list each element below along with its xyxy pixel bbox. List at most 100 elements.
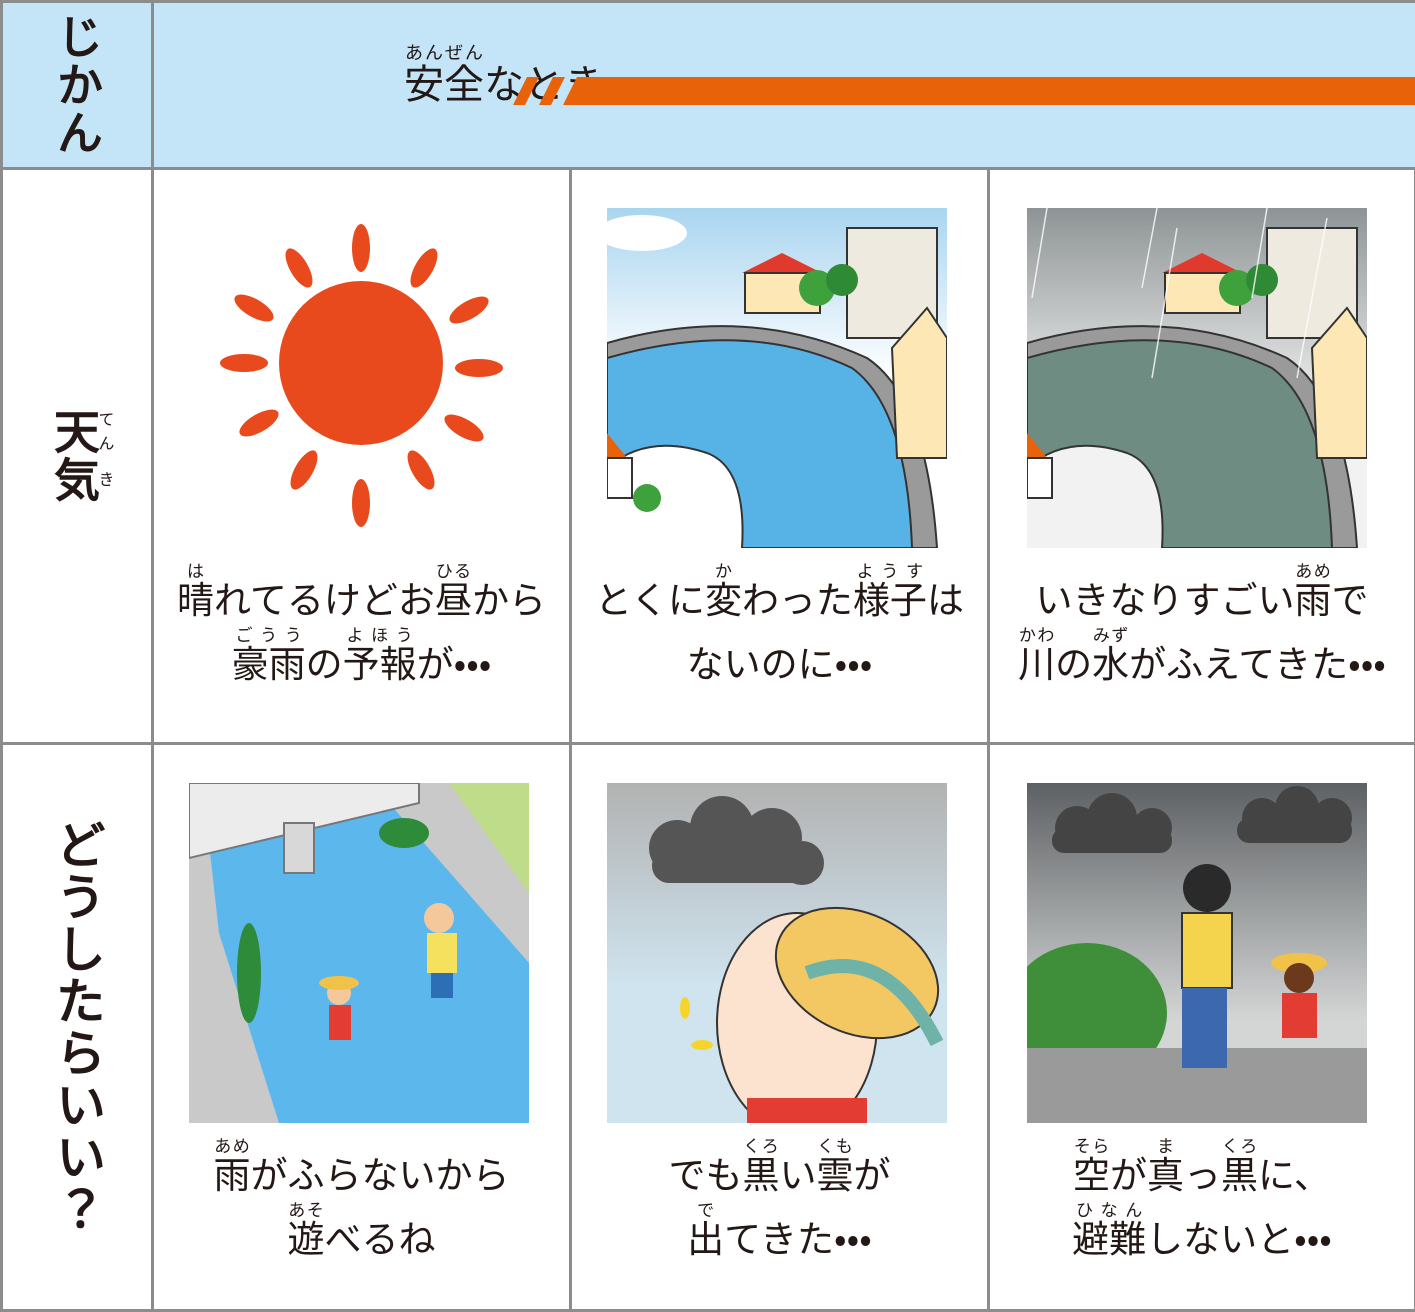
ruby-segment: 川かわ: [1018, 626, 1055, 683]
furigana: かわ: [1018, 626, 1056, 646]
ruby-segment: 変か: [705, 562, 742, 619]
segment-text: ないのに・・・: [686, 643, 873, 686]
content-cell: とくに 変か わった 様子ようすはないのに・・・: [569, 167, 990, 745]
furigana: ようす: [852, 562, 927, 582]
segment-text: しないと・・・: [1146, 1218, 1332, 1261]
caption-line: ないのに・・・: [572, 619, 987, 683]
furigana: き: [95, 456, 115, 504]
cell-caption: いきなりすごい 雨あめで川かわの水みず がふえてきた・・・: [990, 555, 1414, 683]
ruby-segment: 避難ひなん: [1072, 1201, 1146, 1258]
segment-text: 昼: [434, 579, 472, 622]
weather-label-cell: 天てん気き: [0, 167, 154, 745]
segment-text: で: [1331, 579, 1369, 622]
segment-text: の: [1055, 643, 1093, 686]
ruby-segment: 天てん: [47, 408, 115, 456]
caption-line: 遊あそ べるね: [154, 1194, 569, 1258]
ruby-segment: 黒くろ: [1221, 1137, 1258, 1194]
caption-line: 晴は れてるけどお 昼ひる から: [154, 555, 569, 619]
ruby-segment: 雨あめ: [214, 1137, 251, 1194]
ruby-segment: 真ま: [1147, 1137, 1184, 1194]
furigana: あんぜん: [404, 43, 484, 64]
segment-text: 黒: [742, 1154, 780, 1197]
content-cell: でも 黒くろい雲くもが出で てきた・・・: [569, 742, 990, 1312]
ruby-segment: 豪雨ごうう: [232, 626, 306, 683]
evacuation-illustration: [1027, 783, 1367, 1123]
content-cell: いきなりすごい 雨あめで川かわの水みず がふえてきた・・・: [987, 167, 1415, 745]
furigana: よほう: [342, 626, 417, 646]
segment-text: 晴: [177, 579, 215, 622]
segment-text: は: [926, 579, 964, 622]
ruby-segment: 晴は: [177, 562, 214, 619]
caption-line: 豪雨ごううの予報よほう が・・・: [154, 619, 569, 683]
segment-text: わった: [741, 579, 853, 622]
cell-caption: 空そらが真まっ黒くろ に、 避難ひなん しないと・・・: [990, 1130, 1414, 1258]
caption-line: 避難ひなん しないと・・・: [990, 1194, 1414, 1258]
furigana: あめ: [213, 1137, 251, 1157]
segment-text: いきなりすごい: [1035, 579, 1295, 622]
furigana: か: [704, 562, 742, 582]
furigana: ごうう: [231, 626, 306, 646]
title-header-cell: 安全あんぜんなとき: [151, 0, 1415, 170]
sun-illustration: [189, 208, 529, 548]
segment-text: 天: [47, 408, 101, 456]
segment-text: がふえてきた・・・: [1129, 643, 1386, 686]
segment-text: べるね: [324, 1218, 436, 1261]
furigana: ま: [1147, 1137, 1185, 1157]
segment-text: が: [1110, 1154, 1148, 1197]
segment-text: どうしたらいい？: [48, 819, 106, 1235]
ruby-segment: 黒くろ: [743, 1137, 780, 1194]
segment-text: でも: [668, 1154, 743, 1197]
furigana: くろ: [1221, 1137, 1259, 1157]
segment-text: が・・・: [416, 643, 492, 686]
ruby-segment: 雨あめ: [1295, 562, 1332, 619]
segment-text: 雨: [1294, 579, 1332, 622]
segment-text: 真: [1147, 1154, 1185, 1197]
segment-text: 変: [704, 579, 742, 622]
caption-line: 空そらが真まっ黒くろ に、: [990, 1130, 1414, 1194]
furigana: みず: [1092, 626, 1130, 646]
row-label: 天てん気き: [41, 408, 115, 504]
segment-text: 安全: [404, 62, 484, 108]
cell-caption: でも 黒くろい雲くもが出で てきた・・・: [572, 1130, 987, 1258]
ruby-segment: 気き: [47, 456, 115, 504]
ruby-segment: 様子ようす: [853, 562, 927, 619]
segment-text: 空: [1073, 1154, 1111, 1197]
segment-text: とくに: [595, 579, 705, 622]
ruby-segment: 安全あんぜん: [404, 43, 484, 108]
furigana: あそ: [287, 1201, 325, 1221]
cell-caption: 雨あめ がふらないから 遊あそ べるね: [154, 1130, 569, 1258]
ruby-segment: 予報よほう: [343, 626, 417, 683]
content-cell: 雨あめ がふらないから 遊あそ べるね: [151, 742, 572, 1312]
segment-text: い: [779, 1154, 817, 1197]
ruby-segment: 昼ひる: [435, 562, 472, 619]
furigana: そら: [1073, 1137, 1111, 1157]
river-clear-illustration: [607, 208, 947, 548]
segment-text: 黒: [1221, 1154, 1259, 1197]
segment-text: 避難: [1072, 1218, 1147, 1261]
action-label-cell: どうしたらいい？: [0, 742, 154, 1312]
river-rain-illustration: [1027, 208, 1367, 548]
segment-text: に、: [1258, 1154, 1331, 1197]
segment-text: 川: [1018, 643, 1056, 686]
cell-caption: 晴は れてるけどお 昼ひる から 豪雨ごううの予報よほう が・・・: [154, 555, 569, 683]
segment-text: 気: [47, 456, 101, 504]
title-stripe: [513, 77, 1415, 105]
furigana: は: [177, 562, 215, 582]
furigana: ひなん: [1072, 1201, 1147, 1221]
furigana: あめ: [1294, 562, 1332, 582]
segment-text: 様子: [852, 579, 927, 622]
segment-text: っ: [1184, 1154, 1222, 1197]
row-label: どうしたらいい？: [41, 819, 113, 1235]
furigana: ひる: [434, 562, 472, 582]
segment-text: 出: [687, 1218, 725, 1261]
caption-line: 雨あめ がふらないから: [154, 1130, 569, 1194]
content-cell: 空そらが真まっ黒くろ に、 避難ひなん しないと・・・: [987, 742, 1415, 1312]
segment-text: てきた・・・: [724, 1218, 872, 1261]
segment-text: 豪雨: [231, 643, 306, 686]
segment-text: 予報: [342, 643, 417, 686]
segment-text: の: [305, 643, 343, 686]
segment-text: から: [471, 579, 546, 622]
caption-line: とくに 変か わった 様子ようすは: [572, 555, 987, 619]
